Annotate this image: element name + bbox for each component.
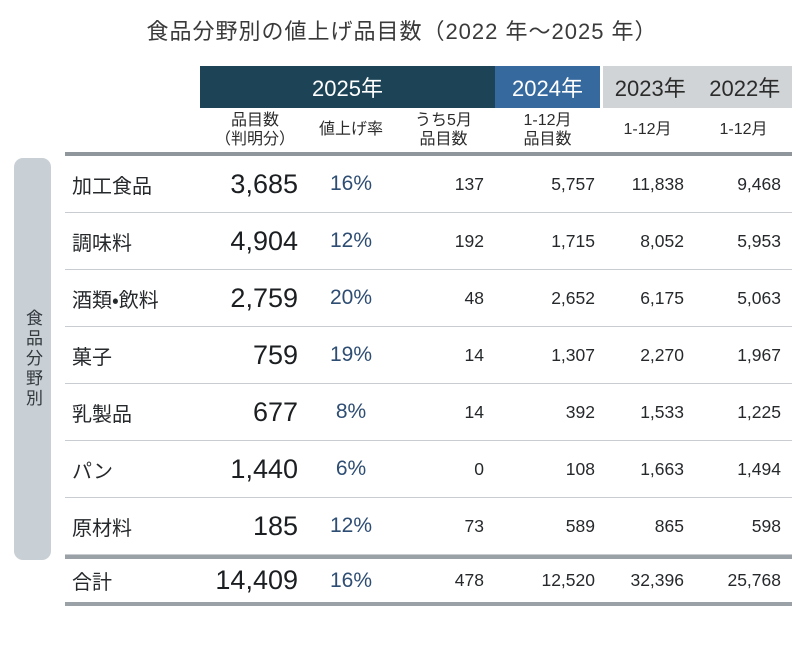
rate-cell: 6% [335,457,367,480]
items-count-cell: 3,685 [230,168,298,199]
rate-cell: 12% [329,229,373,252]
items-2024-cell: 1,715 [551,230,595,251]
may-items-cell: 137 [454,173,484,194]
total-items-2022-cell: 25,768 [727,570,781,590]
items-count-cell: 2,759 [230,282,298,313]
subheader-2022-period: 1-12月 [719,121,768,139]
items-2023-cell: 6,175 [640,287,684,308]
table-row: 乳製品 677 8% 14 392 1,533 1,225 [65,384,792,441]
items-2022-cell: 5,953 [737,230,781,251]
rate-cell: 19% [329,343,373,366]
items-count-cell: 185 [252,510,298,541]
items-2024-cell: 108 [565,458,595,479]
items-2023-cell: 2,270 [640,344,684,365]
table-row: 菓子 759 19% 14 1,307 2,270 1,967 [65,327,792,384]
table-row: 原材料 185 12% 73 589 865 598 [65,498,792,555]
category-cell: 菓子 [72,346,112,369]
subheader-rate: 値上げ率 [318,121,383,139]
category-cell: 酒類・飲料 [72,289,159,312]
items-count-cell: 677 [252,396,298,427]
page-title: 食品分野別の値上げ品目数（2022 年～2025 年） [146,19,658,44]
items-count-cell: 4,904 [230,225,298,256]
items-2024-cell: 1,307 [551,344,595,365]
category-group-label: 食品分野別 [23,309,42,409]
year-band-2025: 2025年 [200,66,495,108]
subheader-2024-items: 1-12月 品目数 [523,111,572,148]
items-2022-cell: 5,063 [737,287,781,308]
may-items-cell: 192 [454,230,484,251]
rate-cell: 20% [329,286,373,309]
subheader-2023-period: 1-12月 [623,121,672,139]
items-2022-cell: 1,967 [737,344,781,365]
items-2024-cell: 2,652 [551,287,595,308]
rate-cell: 12% [329,514,373,537]
subheader-may-items: うち5月 品目数 [415,111,472,148]
year-band-2024: 2024年 [495,66,600,108]
data-table: 2025年 2024年 2023年 2022年 品目数 （判明分） 値上げ率 う… [65,66,792,606]
total-may-items-cell: 478 [454,570,484,590]
items-2023-cell: 11,838 [631,173,684,194]
category-cell: 原材料 [72,517,132,540]
table-row: 加工食品 3,685 16% 137 5,757 11,838 9,468 [65,156,792,213]
table-row: パン 1,440 6% 0 108 1,663 1,494 [65,441,792,498]
category-cell: パン [72,460,113,483]
category-cell: 加工食品 [72,175,152,198]
total-items-2024-cell: 12,520 [541,570,595,590]
items-2024-cell: 5,757 [551,173,595,194]
items-2022-cell: 598 [751,515,781,536]
may-items-cell: 48 [464,287,484,308]
items-2024-cell: 392 [565,401,595,422]
items-2023-cell: 1,663 [640,458,684,479]
subheader-items-count: 品目数 （判明分） [214,111,295,148]
items-2023-cell: 865 [654,515,684,536]
category-group-band: 食品分野別 [14,158,51,560]
year-band-past: 2023年 2022年 [600,66,792,108]
items-2023-cell: 8,052 [640,230,684,251]
year-label-2022: 2022年 [709,76,781,101]
may-items-cell: 14 [464,344,484,365]
items-2022-cell: 1,494 [737,458,781,479]
rate-cell: 8% [335,400,367,423]
table-row: 酒類・飲料 2,759 20% 48 2,652 6,175 5,063 [65,270,792,327]
category-cell: 乳製品 [72,403,132,426]
year-label-2023: 2023年 [614,76,686,101]
may-items-cell: 0 [474,458,484,479]
rate-cell: 16% [329,172,373,195]
category-cell: 調味料 [72,232,132,255]
total-rate-cell: 16% [329,568,373,592]
table-row: 調味料 4,904 12% 192 1,715 8,052 5,953 [65,213,792,270]
may-items-cell: 14 [464,401,484,422]
year-band-row: 2025年 2024年 2023年 2022年 [65,66,792,108]
items-2022-cell: 1,225 [737,401,781,422]
may-items-cell: 73 [464,515,484,536]
total-row: 合計 14,409 16% 478 12,520 32,396 25,768 [65,555,792,606]
total-items-count-cell: 14,409 [215,565,298,595]
items-2024-cell: 589 [565,515,595,536]
subheader-row: 品目数 （判明分） 値上げ率 うち5月 品目数 1-12月 品目数 1-12月 … [65,108,792,156]
total-label-cell: 合計 [72,572,112,594]
items-count-cell: 1,440 [230,453,298,484]
items-count-cell: 759 [252,339,298,370]
items-2022-cell: 9,468 [737,173,781,194]
items-2023-cell: 1,533 [640,401,684,422]
total-items-2023-cell: 32,396 [630,570,684,590]
